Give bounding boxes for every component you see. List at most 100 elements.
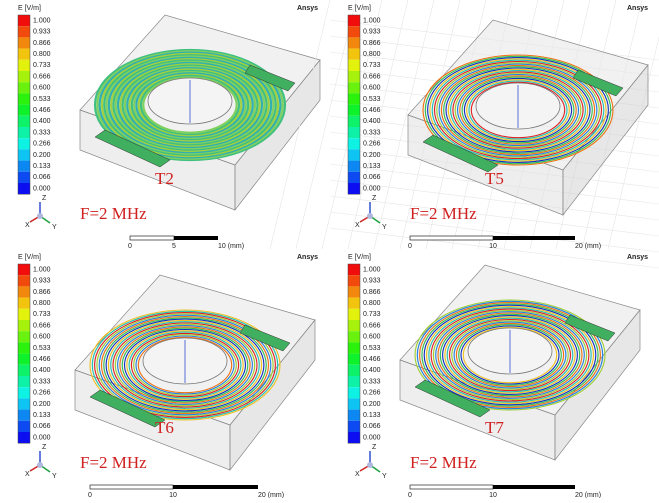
legend-value: 0.533 xyxy=(363,96,381,103)
legend-value: 0.333 xyxy=(33,129,51,136)
triad-label: Y xyxy=(52,224,57,231)
scale-black xyxy=(493,236,575,240)
triad-label: Y xyxy=(382,224,387,231)
triad-label: Z xyxy=(372,195,377,202)
legend-value: 0.600 xyxy=(363,85,381,92)
legend-value: 0.333 xyxy=(363,378,381,385)
legend-swatch xyxy=(348,387,360,398)
legend-swatch xyxy=(18,138,30,149)
model-label: T7 xyxy=(485,418,504,437)
legend-swatch xyxy=(18,398,30,409)
legend-swatch xyxy=(18,71,30,82)
legend-value: 0.733 xyxy=(363,62,381,69)
figure: E [V/m] 1.000 0.933 0.866 0.800 0.733 0.666 0.6… xyxy=(0,0,659,498)
legend-swatch xyxy=(18,105,30,116)
legend-swatch xyxy=(18,82,30,93)
legend-swatch xyxy=(18,60,30,71)
legend-value: 0.933 xyxy=(33,29,51,36)
legend-value: 0.066 xyxy=(363,423,381,430)
triad-label: X xyxy=(355,471,360,478)
legend-swatch xyxy=(348,398,360,409)
legend-value: 0.266 xyxy=(363,390,381,397)
brand: Ansys xyxy=(627,5,648,12)
legend-value: 1.000 xyxy=(33,17,51,24)
brand: Ansys xyxy=(297,254,318,261)
model-label: T2 xyxy=(155,169,174,188)
legend-value: 0.733 xyxy=(33,311,51,318)
legend-value: 0.200 xyxy=(363,152,381,159)
triad-label: Z xyxy=(42,444,47,451)
legend-swatch xyxy=(348,93,360,104)
legend-value: 0.466 xyxy=(363,356,381,363)
legend-value: 0.133 xyxy=(33,163,51,170)
legend-swatch xyxy=(348,15,360,26)
legend-value: 0.866 xyxy=(33,40,51,47)
legend-swatch xyxy=(348,60,360,71)
legend-value: 0.266 xyxy=(363,141,381,148)
legend-value: 0.800 xyxy=(33,51,51,58)
legend-swatch xyxy=(348,116,360,127)
legend-value: 0.666 xyxy=(363,322,381,329)
legend-value: 0.200 xyxy=(33,152,51,159)
legend-value: 0.066 xyxy=(33,174,51,181)
legend-value: 1.000 xyxy=(33,266,51,273)
legend-title: E [V/m] xyxy=(348,5,371,12)
legend-value: 0.533 xyxy=(33,96,51,103)
legend-swatch xyxy=(348,342,360,353)
scale-tick-label: 10 xyxy=(169,492,177,498)
legend-swatch xyxy=(348,71,360,82)
legend-value: 0.600 xyxy=(363,334,381,341)
legend-value: 0.400 xyxy=(363,118,381,125)
legend-value: 0.800 xyxy=(33,300,51,307)
legend-title: E [V/m] xyxy=(348,254,371,261)
frequency-label: F=2 MHz xyxy=(80,204,147,223)
frequency-label: F=2 MHz xyxy=(410,204,477,223)
legend-value: 0.200 xyxy=(33,401,51,408)
scale-tick-label: 10 (mm) xyxy=(218,243,244,250)
scale-black xyxy=(174,236,218,240)
triad-center xyxy=(367,462,373,468)
legend-swatch xyxy=(348,410,360,421)
legend-swatch xyxy=(18,309,30,320)
legend-value: 0.066 xyxy=(33,423,51,430)
legend-swatch xyxy=(348,183,360,194)
scale-black xyxy=(493,485,575,489)
legend-swatch xyxy=(348,138,360,149)
scale-tick-label: 20 (mm) xyxy=(575,492,601,498)
legend-value: 0.133 xyxy=(33,412,51,419)
legend-swatch xyxy=(18,376,30,387)
legend-swatch xyxy=(18,298,30,309)
legend-value: 0.800 xyxy=(363,51,381,58)
legend-swatch xyxy=(18,342,30,353)
legend-swatch xyxy=(348,309,360,320)
legend-swatch xyxy=(18,421,30,432)
legend-value: 0.000 xyxy=(363,185,381,192)
legend-swatch xyxy=(18,320,30,331)
scale-tick-label: 20 (mm) xyxy=(258,492,284,498)
legend-swatch xyxy=(18,93,30,104)
triad-label: X xyxy=(355,222,360,229)
legend-swatch xyxy=(18,183,30,194)
legend-value: 0.866 xyxy=(33,289,51,296)
legend-swatch xyxy=(348,275,360,286)
triad-center xyxy=(367,213,373,219)
legend-value: 0.866 xyxy=(363,40,381,47)
legend-swatch xyxy=(348,365,360,376)
legend-value: 0.400 xyxy=(33,367,51,374)
legend-swatch xyxy=(18,37,30,48)
triad-center xyxy=(37,213,43,219)
legend-swatch xyxy=(348,432,360,443)
legend-swatch xyxy=(348,320,360,331)
legend-swatch xyxy=(348,421,360,432)
legend-swatch xyxy=(18,432,30,443)
triad-label: Y xyxy=(382,473,387,480)
legend-value: 0.600 xyxy=(33,334,51,341)
scale-tick-label: 0 xyxy=(88,492,92,498)
legend-swatch xyxy=(18,116,30,127)
legend-value: 0.066 xyxy=(363,174,381,181)
legend-swatch xyxy=(348,376,360,387)
model-label: T6 xyxy=(155,418,174,437)
scale-black xyxy=(173,485,258,489)
brand: Ansys xyxy=(627,254,648,261)
legend-swatch xyxy=(348,331,360,342)
